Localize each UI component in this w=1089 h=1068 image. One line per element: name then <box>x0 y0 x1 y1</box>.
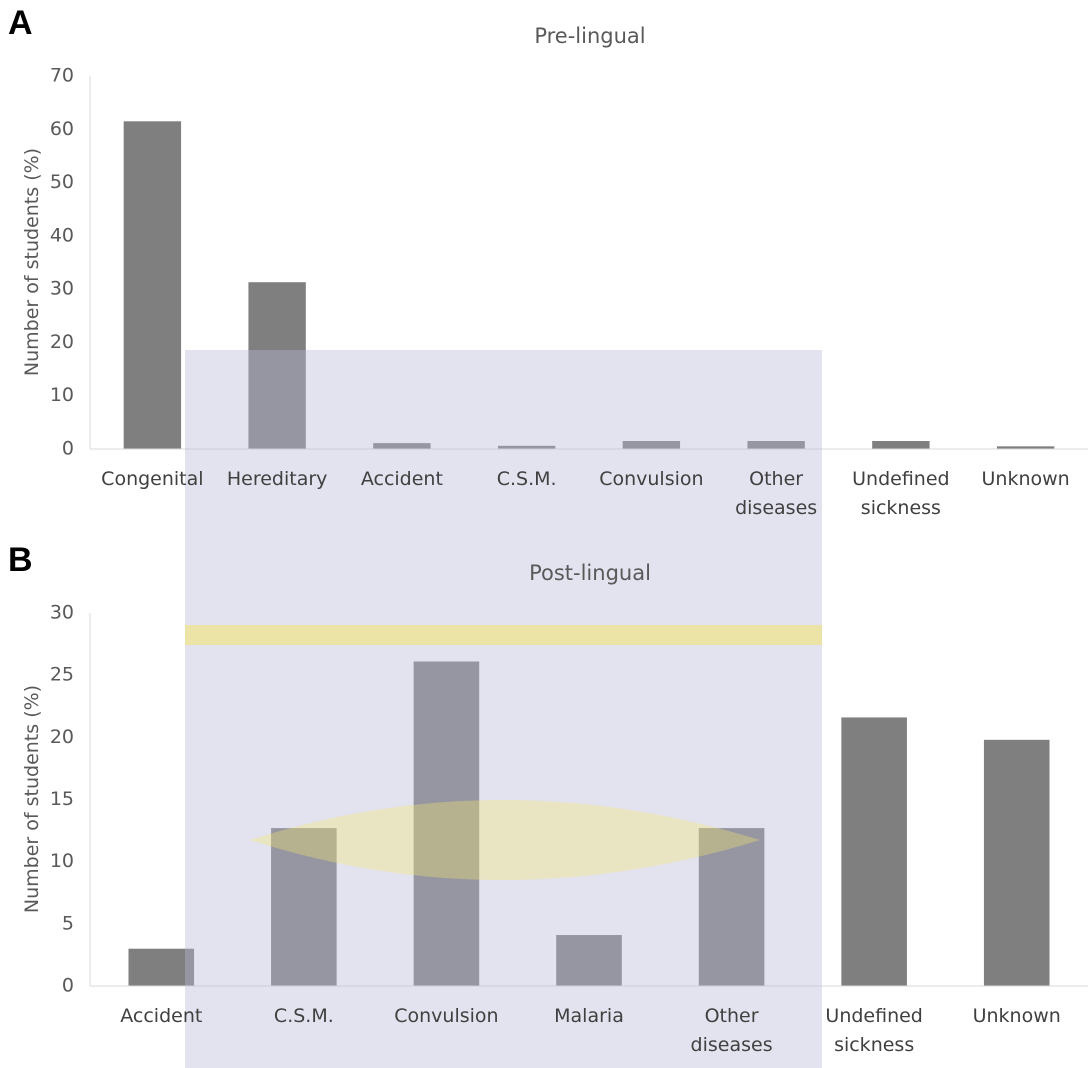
x-tick-label: Convulsion <box>390 1002 502 1031</box>
bar <box>747 441 804 449</box>
bar <box>556 935 622 986</box>
bar <box>248 282 305 449</box>
x-tick-label: Unknown <box>961 1002 1073 1031</box>
y-tick-label: 5 <box>62 912 74 934</box>
bar <box>128 949 194 986</box>
x-tick-label: Other diseases <box>720 465 832 523</box>
bar <box>124 121 181 449</box>
page: 0 10 20 30 40 50 60 70 0 5 10 15 20 25 30 A Pre-lingual… <box>0 0 1089 1068</box>
y-tick-label: 30 <box>50 278 74 300</box>
x-tick-label: Accident <box>105 1002 217 1031</box>
y-tick-label: 20 <box>50 726 74 748</box>
x-tick-label: Undefined sickness <box>818 1002 930 1060</box>
x-tick-label: Hereditary <box>221 465 333 494</box>
y-tick-label: 25 <box>50 664 74 686</box>
y-tick-label: 10 <box>50 384 74 406</box>
chart: 0 10 20 30 40 50 60 70 0 5 10 15 20 25 30 <box>0 0 1089 1068</box>
chart-title: Pre-lingual <box>390 24 790 48</box>
y-tick-label: 70 <box>50 65 74 87</box>
x-tick-label: Convulsion <box>595 465 707 494</box>
y-tick-label: 30 <box>50 602 74 624</box>
panel-label: B <box>8 541 33 580</box>
x-tick-label: Other diseases <box>676 1002 788 1060</box>
chart-title: Post-lingual <box>390 561 790 585</box>
bar <box>841 717 907 986</box>
bar <box>373 443 430 449</box>
x-tick-label: Malaria <box>533 1002 645 1031</box>
y-axis-label: Number of students (%) <box>21 82 43 442</box>
y-tick-label: 60 <box>50 118 74 140</box>
bar <box>271 828 337 986</box>
y-tick-label: 15 <box>50 788 74 810</box>
bar <box>699 828 765 986</box>
x-tick-label: Congenital <box>96 465 208 494</box>
y-axis-label: Number of students (%) <box>21 619 43 979</box>
x-tick-label: Accident <box>346 465 458 494</box>
x-tick-label: Undefined sickness <box>845 465 957 523</box>
x-tick-label: Unknown <box>970 465 1082 494</box>
x-tick-label: C.S.M. <box>471 465 583 494</box>
y-tick-label: 0 <box>62 975 74 997</box>
x-tick-label: C.S.M. <box>248 1002 360 1031</box>
bar <box>872 441 929 449</box>
bar <box>984 740 1050 986</box>
y-tick-label: 10 <box>50 850 74 872</box>
y-tick-label: 40 <box>50 224 74 246</box>
bar <box>623 441 680 449</box>
y-tick-label: 0 <box>62 438 74 460</box>
y-tick-label: 50 <box>50 171 74 193</box>
bar <box>414 661 480 986</box>
panel-label: A <box>8 4 33 43</box>
y-tick-label: 20 <box>50 331 74 353</box>
